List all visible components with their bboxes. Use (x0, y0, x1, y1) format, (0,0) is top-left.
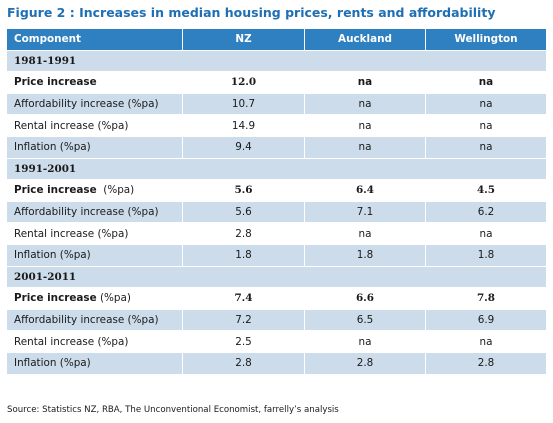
value-nz: 7.2 (182, 308, 305, 332)
value-nz: 5.6 (182, 179, 305, 202)
value-nz: 9.4 (182, 135, 305, 159)
row-label-bold: Price increase (14, 292, 97, 305)
value-nz: 2.8 (182, 351, 305, 375)
value-wellington: 6.9 (425, 308, 547, 332)
table-row: Price increase (%pa) 7.4 6.6 7.8 (6, 287, 547, 310)
table-row: Affordability increase (%pa) 7.2 6.5 6.9 (6, 308, 547, 332)
row-label: Inflation (%pa) (6, 135, 183, 159)
row-label: Price increase (6, 71, 183, 94)
table-row: Rental increase (%pa) 14.9 na na (6, 114, 547, 137)
period-heading: 2001-2011 (6, 265, 547, 289)
row-label-bold: Price increase (14, 184, 97, 197)
value-auckland: 6.6 (304, 287, 426, 310)
period-heading-row: 1991-2001 (6, 157, 547, 181)
value-auckland: 6.5 (304, 308, 426, 332)
period-heading-row: 1981-1991 (6, 49, 547, 73)
value-auckland: na (304, 92, 426, 116)
column-header-auckland: Auckland (304, 28, 426, 51)
column-header-nz: NZ (182, 28, 305, 51)
row-label: Price increase (%pa) (6, 287, 183, 310)
value-nz: 14.9 (182, 114, 305, 137)
value-nz: 1.8 (182, 243, 305, 267)
column-header-wellington: Wellington (425, 28, 547, 51)
value-auckland: na (304, 114, 426, 137)
value-auckland: na (304, 71, 426, 94)
table-body: 1981-1991 Price increase 12.0 na na Affordabi… (6, 49, 547, 375)
table-row: Inflation (%pa) 9.4 na na (6, 135, 547, 159)
row-label: Affordability increase (%pa) (6, 200, 183, 224)
row-label: Rental increase (%pa) (6, 222, 183, 245)
figure-title: Figure 2 : Increases in median housing p… (7, 5, 496, 20)
value-wellington: 6.2 (425, 200, 547, 224)
row-label-suffix: (%pa) (96, 292, 131, 305)
value-nz: 2.8 (182, 222, 305, 245)
value-wellington: na (425, 92, 547, 116)
source-note: Source: Statistics NZ, RBA, The Unconven… (7, 405, 339, 415)
value-wellington: na (425, 135, 547, 159)
table-row: Affordability increase (%pa) 5.6 7.1 6.2 (6, 200, 547, 224)
table-row: Rental increase (%pa) 2.8 na na (6, 222, 547, 245)
value-nz: 10.7 (182, 92, 305, 116)
period-heading: 1991-2001 (6, 157, 547, 181)
value-auckland: na (304, 222, 426, 245)
value-auckland: na (304, 135, 426, 159)
housing-data-table: Component NZ Auckland Wellington 1981-19… (6, 28, 547, 375)
value-auckland: 6.4 (304, 179, 426, 202)
value-wellington: 4.5 (425, 179, 547, 202)
value-nz: 2.5 (182, 330, 305, 353)
table-row: Price increase (%pa) 5.6 6.4 4.5 (6, 179, 547, 202)
value-auckland: 2.8 (304, 351, 426, 375)
value-auckland: na (304, 330, 426, 353)
row-label: Inflation (%pa) (6, 243, 183, 267)
row-label: Inflation (%pa) (6, 351, 183, 375)
period-heading: 1981-1991 (6, 49, 547, 73)
value-nz: 7.4 (182, 287, 305, 310)
value-wellington: na (425, 222, 547, 245)
value-wellington: 7.8 (425, 287, 547, 310)
value-nz: 5.6 (182, 200, 305, 224)
period-heading-row: 2001-2011 (6, 265, 547, 289)
table-row: Price increase 12.0 na na (6, 71, 547, 94)
value-wellington: na (425, 114, 547, 137)
table-row: Rental increase (%pa) 2.5 na na (6, 330, 547, 353)
row-label: Affordability increase (%pa) (6, 308, 183, 332)
table-row: Inflation (%pa) 2.8 2.8 2.8 (6, 351, 547, 375)
row-label-suffix: (%pa) (96, 184, 135, 197)
value-wellington: na (425, 71, 547, 94)
value-auckland: 7.1 (304, 200, 426, 224)
row-label: Affordability increase (%pa) (6, 92, 183, 116)
row-label: Price increase (%pa) (6, 179, 183, 202)
value-wellington: 1.8 (425, 243, 547, 267)
table-header-row: Component NZ Auckland Wellington (6, 28, 547, 51)
row-label: Rental increase (%pa) (6, 114, 183, 137)
table-row: Affordability increase (%pa) 10.7 na na (6, 92, 547, 116)
value-wellington: 2.8 (425, 351, 547, 375)
column-header-component: Component (6, 28, 183, 51)
value-nz: 12.0 (182, 71, 305, 94)
value-auckland: 1.8 (304, 243, 426, 267)
row-label: Rental increase (%pa) (6, 330, 183, 353)
value-wellington: na (425, 330, 547, 353)
table-row: Inflation (%pa) 1.8 1.8 1.8 (6, 243, 547, 267)
row-label-bold: Price increase (14, 76, 97, 89)
